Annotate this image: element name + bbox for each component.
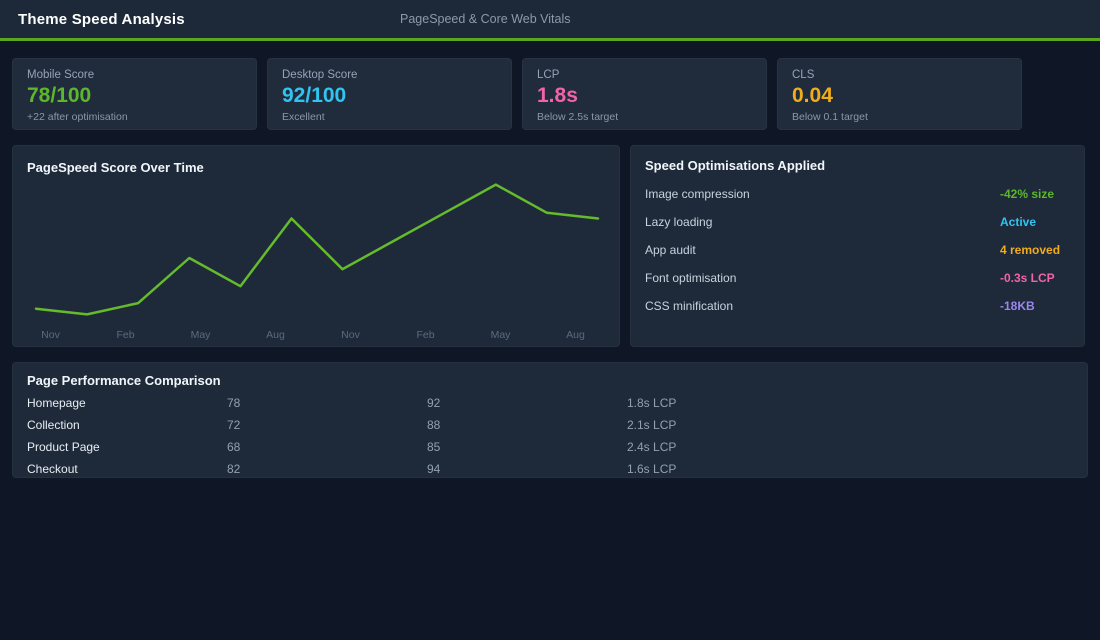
stat-card-label: CLS [792,69,815,81]
comparison-page-name: Product Page [27,440,100,454]
header-subtitle: PageSpeed & Core Web Vitals [400,12,571,26]
optimisation-row: Font optimisation -0.3s LCP [645,264,1070,292]
comparison-row: Product Page 68 85 2.4s LCP [27,436,1073,458]
optimisations-panel: Speed Optimisations Applied Image compre… [630,145,1085,347]
stat-card-lcp: LCP 1.8s Below 2.5s target [522,58,767,130]
optimisation-value: 4 removed [1000,243,1061,257]
comparison-lcp-value: 1.8s LCP [627,396,677,410]
x-axis-tick-label: Feb [116,329,135,341]
optimisation-value: -18KB [1000,299,1035,313]
chart-title: PageSpeed Score Over Time [27,160,204,175]
optimisation-row: App audit 4 removed [645,236,1070,264]
optimisation-value: Active [1000,215,1037,229]
stat-card-desktop-score: Desktop Score 92/100 Excellent [267,58,512,130]
x-axis-tick-label: Nov [41,329,60,341]
optimisation-row: Lazy loading Active [645,208,1070,236]
optimisation-row: Image compression -42% size [645,180,1070,208]
optimisation-label: CSS minification [645,299,734,313]
optimisation-label: Image compression [645,187,750,201]
stat-card-label: Mobile Score [27,69,95,81]
stat-card-mobile-score: Mobile Score 78/100 +22 after optimisation [12,58,257,130]
comparison-row: Homepage 78 92 1.8s LCP [27,392,1073,414]
optimisations-title: Speed Optimisations Applied [645,158,826,173]
stat-card-label: LCP [537,69,560,81]
comparison-page-name: Homepage [27,396,86,410]
dashboard: Mobile Score 78/100 +22 after optimisation… [0,58,1100,478]
comparison-desktop-score: 92 [427,396,441,410]
x-axis-tick-label: Aug [266,329,285,341]
stat-card-value: 0.04 [792,84,833,107]
comparison-table: Homepage 78 92 1.8s LCP Collection 72 88 2.1s L… [27,392,1073,480]
stat-cards-row: Mobile Score 78/100 +22 after optimisation… [12,58,1088,130]
optimisation-label: Lazy loading [645,215,713,229]
optimisation-label: App audit [645,243,696,257]
comparison-page-name: Collection [27,418,80,432]
comparison-lcp-value: 1.6s LCP [627,462,677,476]
stat-card-value: 1.8s [537,84,578,107]
x-axis-tick-label: Feb [416,329,435,341]
comparison-page-name: Checkout [27,462,78,476]
x-axis-tick-label: May [190,329,211,341]
x-axis-tick-label: May [490,329,511,341]
optimisation-label: Font optimisation [645,271,737,285]
comparison-title: Page Performance Comparison [27,373,221,388]
comparison-lcp-value: 2.1s LCP [627,418,677,432]
optimisation-row: CSS minification -18KB [645,292,1070,320]
comparison-mobile-score: 78 [227,396,241,410]
stat-card-value: 92/100 [282,84,347,107]
stat-card-subtext: Below 2.5s target [537,111,619,123]
pagespeed-chart-panel: PageSpeed Score Over Time Nov Feb May Aug No… [12,145,620,347]
pagespeed-score-line [34,183,600,316]
comparison-panel: Page Performance Comparison Homepage 78 92… [12,362,1088,478]
optimisations-list: Image compression -42% size Lazy loading Ac… [645,180,1070,320]
comparison-mobile-score: 72 [227,418,241,432]
comparison-mobile-score: 68 [227,440,241,454]
stat-card-subtext: +22 after optimisation [27,111,128,123]
x-axis-tick-label: Nov [341,329,360,341]
x-axis-tick-label: Aug [566,329,585,341]
chart-x-axis: Nov Feb May Aug Nov Feb May Aug [13,329,613,341]
stat-card-subtext: Excellent [282,111,325,123]
optimisation-value: -0.3s LCP [1000,271,1055,285]
comparison-row: Checkout 82 94 1.6s LCP [27,458,1073,480]
comparison-desktop-score: 88 [427,418,441,432]
pagespeed-line-chart [34,183,600,316]
comparison-lcp-value: 2.4s LCP [627,440,677,454]
comparison-desktop-score: 94 [427,462,441,476]
page-title: Theme Speed Analysis [18,10,185,28]
stat-card-label: Desktop Score [282,69,358,81]
stat-card-value: 78/100 [27,84,92,107]
comparison-mobile-score: 82 [227,462,241,476]
header-bar: Theme Speed Analysis PageSpeed & Core We… [0,0,1100,41]
optimisation-value: -42% size [1000,187,1055,201]
stat-card-subtext: Below 0.1 target [792,111,868,123]
middle-row: PageSpeed Score Over Time Nov Feb May Aug No… [12,145,1088,347]
stat-card-cls: CLS 0.04 Below 0.1 target [777,58,1022,130]
comparison-row: Collection 72 88 2.1s LCP [27,414,1073,436]
comparison-desktop-score: 85 [427,440,441,454]
